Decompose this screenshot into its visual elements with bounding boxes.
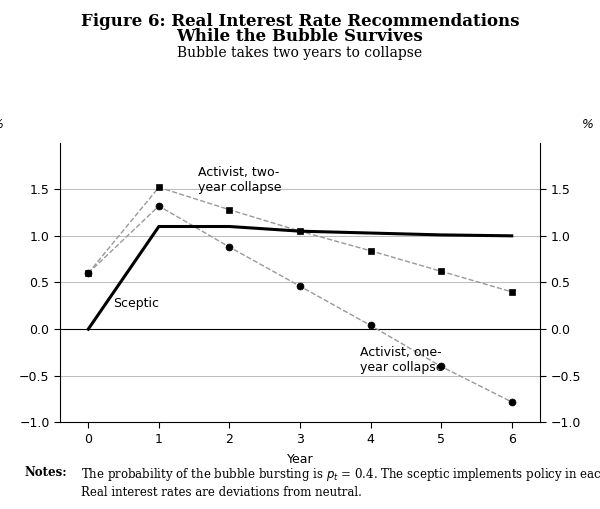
Text: While the Bubble Survives: While the Bubble Survives [176,28,424,45]
Text: Notes:: Notes: [24,466,67,479]
Text: Bubble takes two years to collapse: Bubble takes two years to collapse [178,46,422,60]
Text: Activist, one-
year collapse: Activist, one- year collapse [360,346,443,374]
Text: Figure 6: Real Interest Rate Recommendations: Figure 6: Real Interest Rate Recommendat… [81,13,519,30]
Text: The probability of the bubble bursting is $p_t$ = 0.4. The sceptic implements po: The probability of the bubble bursting i… [81,466,600,483]
Text: Real interest rates are deviations from neutral.: Real interest rates are deviations from … [81,486,362,499]
Text: %: % [582,118,594,131]
Text: Sceptic: Sceptic [113,297,159,309]
X-axis label: Year: Year [287,453,313,466]
Text: %: % [0,118,4,131]
Text: Activist, two-
year collapse: Activist, two- year collapse [197,166,281,194]
